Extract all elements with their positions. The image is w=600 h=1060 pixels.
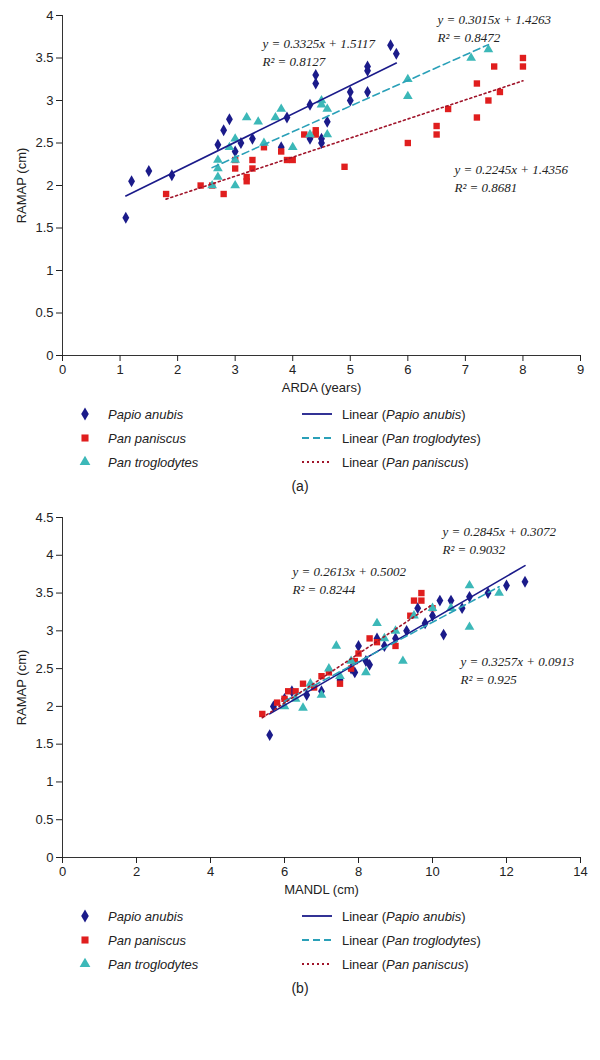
html-text:Linear (Papio anubis): Linear (Papio anubis): [342, 908, 466, 924]
svg-text:5: 5: [347, 362, 354, 377]
html-text:(b): (b): [291, 980, 309, 996]
svg-text:1: 1: [116, 362, 123, 377]
svg-text:10: 10: [425, 864, 439, 879]
svg-text:4: 4: [46, 8, 53, 23]
svg-text:y = 0.3015x + 1.4263R² = 0.847: y = 0.3015x + 1.4263R² = 0.8472: [436, 12, 552, 45]
svg-text:y = 0.2613x + 0.5002R² = 0.824: y = 0.2613x + 0.5002R² = 0.8244: [291, 564, 407, 597]
svg-text:1: 1: [46, 263, 53, 278]
svg-text:RAMAP (cm): RAMAP (cm): [14, 148, 29, 224]
svg-text:14: 14: [573, 864, 587, 879]
svg-text:1.5: 1.5: [35, 736, 53, 751]
svg-text:ARDA (years): ARDA (years): [282, 380, 361, 395]
html-text:Pan paniscus: Pan paniscus: [108, 932, 187, 948]
svg-text:0: 0: [59, 864, 66, 879]
svg-text:3.5: 3.5: [35, 50, 53, 65]
svg-text:3.5: 3.5: [35, 585, 53, 600]
svg-text:0: 0: [46, 348, 53, 363]
svg-text:0.5: 0.5: [35, 305, 53, 320]
svg-text:1.5: 1.5: [35, 220, 53, 235]
svg-text:3: 3: [46, 93, 53, 108]
svg-text:4.5: 4.5: [35, 510, 53, 525]
svg-text:4: 4: [46, 547, 53, 562]
html-text:Pan paniscus: Pan paniscus: [108, 430, 187, 446]
svg-text:MANDL (cm): MANDL (cm): [284, 882, 359, 897]
svg-text:0: 0: [46, 850, 53, 865]
html-text:(a): (a): [291, 478, 309, 494]
svg-text:8: 8: [355, 864, 362, 879]
svg-text:7: 7: [462, 362, 469, 377]
html-text:Linear (Pan paniscus): Linear (Pan paniscus): [342, 454, 469, 470]
html-text:Papio anubis: Papio anubis: [108, 908, 184, 924]
svg-text:2: 2: [174, 362, 181, 377]
svg-text:y = 0.3257x + 0.0913R² = 0.925: y = 0.3257x + 0.0913R² = 0.925: [459, 654, 575, 687]
html-text:Pan troglodytes: Pan troglodytes: [108, 454, 199, 470]
svg-text:y = 0.2845x + 0.3072R² = 0.903: y = 0.2845x + 0.3072R² = 0.9032: [441, 524, 557, 557]
html-text:Linear (Pan troglodytes): Linear (Pan troglodytes): [342, 430, 481, 446]
svg-text:6: 6: [404, 362, 411, 377]
svg-text:RAMAP (cm): RAMAP (cm): [14, 650, 29, 726]
svg-text:2: 2: [133, 864, 140, 879]
svg-text:3: 3: [232, 362, 239, 377]
html-text:Linear (Papio anubis): Linear (Papio anubis): [342, 406, 466, 422]
svg-text:6: 6: [281, 864, 288, 879]
svg-text:0: 0: [59, 362, 66, 377]
html-text:Linear (Pan paniscus): Linear (Pan paniscus): [342, 956, 469, 972]
svg-text:4: 4: [289, 362, 296, 377]
svg-text:4: 4: [207, 864, 214, 879]
svg-text:8: 8: [519, 362, 526, 377]
svg-text:2: 2: [46, 178, 53, 193]
svg-text:y = 0.2245x + 1.4356R² = 0.868: y = 0.2245x + 1.4356R² = 0.8681: [453, 162, 569, 195]
svg-text:9: 9: [577, 362, 584, 377]
svg-text:2.5: 2.5: [35, 661, 53, 676]
svg-text:y = 0.3325x + 1.5117R² = 0.812: y = 0.3325x + 1.5117R² = 0.8127: [261, 36, 376, 69]
svg-text:2.5: 2.5: [35, 135, 53, 150]
html-text:Pan troglodytes: Pan troglodytes: [108, 956, 199, 972]
svg-text:2: 2: [46, 699, 53, 714]
svg-text:0.5: 0.5: [35, 812, 53, 827]
html-text:Papio anubis: Papio anubis: [108, 406, 184, 422]
svg-text:3: 3: [46, 623, 53, 638]
svg-text:12: 12: [499, 864, 513, 879]
html-text:Linear (Pan troglodytes): Linear (Pan troglodytes): [342, 932, 481, 948]
svg-text:1: 1: [46, 774, 53, 789]
